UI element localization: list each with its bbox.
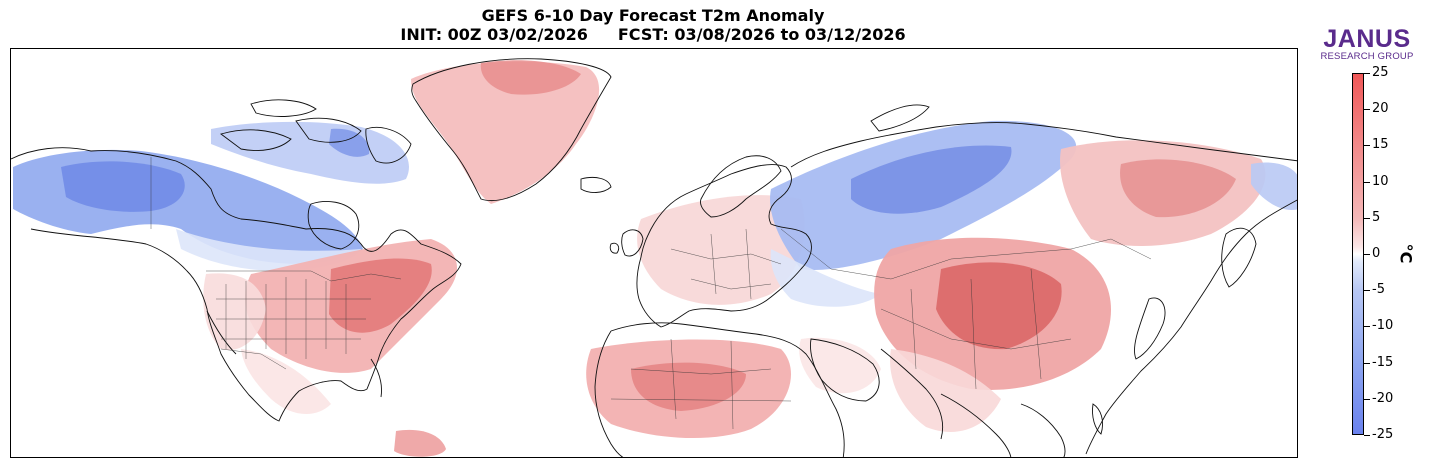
border-europe	[670, 228, 782, 300]
warm-core-greenland	[480, 60, 581, 95]
border-us-canada	[206, 270, 402, 282]
colorbar-tick-label: 0	[1372, 246, 1381, 261]
coastline-iceland	[580, 176, 612, 193]
weak-warm-mexico	[241, 349, 331, 415]
colorbar-tick-label: 15	[1372, 137, 1389, 152]
coastline-novaya-zemlya	[870, 104, 930, 132]
warm-anomaly-venezuela	[394, 429, 446, 457]
coastline-arctic-islands	[219, 99, 412, 164]
coastline-europe	[636, 164, 812, 328]
logo-name: JANUS	[1323, 25, 1411, 53]
coastline-north-asia	[790, 122, 1297, 168]
colorbar-unit: °C	[1396, 243, 1416, 264]
logo-subtitle: RESEARCH GROUP	[1320, 51, 1414, 62]
forecast-window: FCST: 03/08/2026 to 03/12/2026	[617, 25, 906, 44]
cool-fringe-russia	[770, 249, 881, 307]
cold-core-alaska	[61, 161, 185, 212]
border-russia	[780, 228, 1152, 280]
colorbar-tick-mark	[1364, 363, 1370, 364]
map-canvas	[11, 58, 1297, 457]
colorbar-tick-mark	[1364, 435, 1370, 436]
map-subtitle: INIT: 00Z 03/02/2026 FCST: 03/08/2026 to …	[0, 25, 1306, 44]
coastline-philippines	[1092, 403, 1104, 435]
warm-anomaly-greenland	[411, 61, 600, 205]
colorbar-tick-label: -15	[1372, 355, 1394, 370]
coastline-arabia	[810, 338, 880, 402]
weak-warm-south-asia	[890, 349, 1001, 432]
cold-core-west-siberia	[851, 145, 1012, 214]
coastline-scandinavia	[700, 155, 782, 218]
colorbar-tick-label: -5	[1372, 282, 1385, 297]
colorbar-tick-label: -10	[1372, 318, 1394, 333]
coastline-africa	[594, 322, 845, 457]
colorbar-tick-mark	[1364, 182, 1370, 183]
warm-core-sahara	[631, 362, 746, 411]
cold-core-baffin	[329, 128, 370, 157]
colorbar-tick-label: 5	[1372, 210, 1381, 225]
cold-fringe-far-east	[1251, 162, 1297, 210]
coastline-southeast-asia	[1020, 403, 1066, 457]
border-us-states	[216, 277, 371, 359]
colorbar-tick-mark	[1364, 73, 1370, 74]
weak-anomaly-arabia	[799, 337, 881, 394]
coastline-hudson-bay	[307, 201, 360, 250]
weak-warm-europe	[637, 195, 805, 305]
init-time: INIT: 00Z 03/02/2026	[400, 25, 588, 44]
map-title: GEFS 6-10 Day Forecast T2m Anomaly	[481, 6, 825, 25]
coastlines	[11, 58, 1297, 457]
coastline-north-america	[11, 147, 462, 422]
warm-core-east-siberia	[1120, 159, 1236, 218]
colorbar-tick-label: -20	[1372, 391, 1394, 406]
colorbar-tick-label: 25	[1372, 65, 1389, 80]
colorbar-tick-mark	[1364, 145, 1370, 146]
colorbar-tick-label: 10	[1372, 174, 1389, 189]
janus-logo: JANUS RESEARCH GROUP	[1312, 26, 1422, 62]
border-us-mexico	[220, 348, 287, 370]
anomaly-fields	[13, 60, 1297, 457]
colorbar-tick-mark	[1364, 218, 1370, 219]
coastline-japan	[1134, 297, 1166, 360]
weak-warm-western-us	[203, 273, 266, 350]
colorbar	[1352, 73, 1364, 435]
colorbar-tick-mark	[1364, 254, 1370, 255]
coastline-east-asia	[1085, 199, 1297, 455]
coastline-british-isles	[609, 229, 644, 257]
colorbar-tick-mark	[1364, 109, 1370, 110]
border-africa	[610, 338, 792, 430]
coastline-kamchatka	[1221, 227, 1257, 288]
coastline-greenland	[411, 58, 612, 202]
colorbar-tick-mark	[1364, 399, 1370, 400]
borders	[150, 157, 1152, 430]
coastline-baja	[206, 310, 237, 355]
warm-core-tibet-mongolia	[936, 262, 1062, 350]
colorbar-tick-label: -25	[1372, 427, 1394, 442]
anomaly-map	[10, 48, 1298, 458]
border-asia	[880, 268, 1072, 390]
colorbar-tick-mark	[1364, 290, 1370, 291]
colorbar-tick-mark	[1364, 326, 1370, 327]
coastline-florida	[370, 358, 382, 398]
colorbar-tick-label: 20	[1372, 101, 1389, 116]
coastline-south-asia	[880, 348, 1012, 457]
